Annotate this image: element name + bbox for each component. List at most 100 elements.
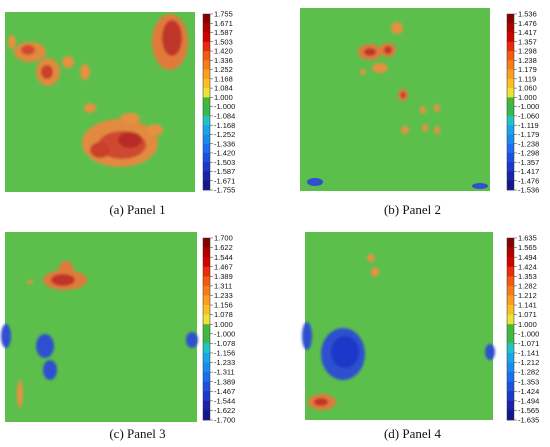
scale-label: -1.071 [518,339,539,348]
panel-3-contour-map: 1.7001.6221.5441.4671.3891.3111.2331.156… [1,232,235,424]
scale-color-segment [203,266,210,277]
scale-label: 1.000 [518,320,537,329]
scale-color-segment [203,400,210,411]
scale-color-segment [507,391,514,402]
scale-color-segment [203,14,210,24]
scale-color-segment [203,238,210,248]
scale-color-segment [507,381,514,392]
panel-2-scale-bar [506,13,515,191]
scale-label: -1.353 [518,377,539,386]
panel-2-cold-spot [472,183,488,189]
scale-color-segment [203,125,210,135]
scale-label: 1.119 [518,74,536,83]
scale-color-segment [507,41,514,52]
scale-color-segment [507,276,514,287]
scale-color-segment [203,372,210,382]
scale-color-segment [203,285,210,296]
scale-label: 1.078 [214,310,233,319]
scale-label: -1.420 [214,149,235,158]
scale-label: 1.357 [518,37,537,46]
scale-color-segment [203,381,210,392]
scale-color-segment [507,180,514,191]
panel-1-caption: (a) Panel 1 [109,202,166,217]
scale-label: -1.503 [214,158,235,167]
scale-label: -1.238 [518,139,539,148]
panel-2-contour-map: 1.5361.4761.4171.3571.2981.2381.1791.119… [300,8,539,195]
scale-color-segment [507,162,514,172]
scale-label: -1.622 [214,406,235,415]
scale-label: -1.565 [518,406,539,415]
scale-color-segment [203,97,210,107]
scale-label: -1.544 [214,396,235,405]
panel-2: 1.536 1.476 1.417 1.357 1.298 1.238 1.179 1.119… [275,0,550,223]
panel-1: 1.755 1.671 1.587 1.503 1.420 1.336 1.252 1.168… [0,0,275,223]
scale-color-segment [507,14,514,24]
scale-label: 1.476 [518,19,537,28]
scale-color-segment [507,125,514,135]
scale-color-segment [203,276,210,287]
panel-2-cold-spot [307,178,323,186]
scale-label: 1.389 [214,272,233,281]
scale-label: 1.544 [214,253,233,262]
scale-color-segment [203,51,210,61]
scale-color-segment [507,324,514,335]
panel-1-scale-bar [202,13,211,191]
panel-4: 1.635 1.565 1.494 1.424 1.353 1.282 1.212 1.141… [275,224,550,447]
scale-label: -1.587 [214,167,235,176]
scale-color-segment [507,257,514,268]
panel-3-plate [5,232,197,422]
scale-color-segment [507,410,514,421]
scale-color-segment [203,305,210,315]
scale-label: -1.336 [214,139,235,148]
scale-label: -1.476 [518,176,539,185]
scale-color-segment [203,69,210,80]
scale-label: 1.000 [518,93,537,102]
scale-label: 1.141 [518,301,537,310]
scale-label: -1.635 [518,416,539,424]
panel-3-scale-bar [202,237,211,421]
scale-color-segment [507,362,514,373]
scale-color-segment [203,410,210,421]
scale-label: 1.622 [214,243,233,252]
scale-label: -1.212 [518,358,539,367]
scale-frame [506,13,515,191]
scale-label: -1.000 [214,102,235,111]
scale-color-segment [507,305,514,315]
scale-label: 1.298 [518,47,537,56]
panel-1-scale-labels: 1.7551.6711.5871.5031.4201.3361.2521.168… [210,10,235,195]
scale-label: 1.353 [518,272,537,281]
panel-4-caption: (d) Panel 4 [383,426,442,441]
scale-color-segment [203,162,210,172]
panel-3-caption: (c) Panel 3 [109,426,166,441]
scale-label: 1.503 [214,37,233,46]
scale-color-segment [203,41,210,52]
scale-label: -1.000 [214,329,235,338]
scale-color-segment [203,343,210,354]
panel-1-hotspots [8,14,188,167]
scale-frame [202,237,211,421]
scale-label: -1.298 [518,149,539,158]
scale-color-segment [203,32,210,43]
scale-label: 1.494 [518,253,537,262]
scale-label: -1.084 [214,111,235,120]
scale-label: 1.467 [214,262,233,271]
scale-label: -1.536 [518,186,539,195]
scale-label: -1.141 [518,349,539,358]
scale-label: 1.168 [214,74,233,83]
scale-color-segment [203,295,210,306]
scale-color-segment [507,333,514,344]
scale-label: 1.420 [214,47,233,56]
scale-label: 1.179 [518,65,537,74]
scale-color-segment [507,23,514,33]
scale-color-segment [507,97,514,107]
scale-color-segment [507,372,514,382]
panel-4-scale-bar [506,237,515,421]
scale-color-segment [203,324,210,335]
scale-label: -1.389 [214,377,235,386]
scale-color-segment [507,32,514,43]
scale-color-segment [203,106,210,117]
scale-label: 1.311 [214,281,232,290]
scale-color-segment [203,171,210,182]
scale-color-segment [507,266,514,277]
scale-color-segment [507,343,514,354]
